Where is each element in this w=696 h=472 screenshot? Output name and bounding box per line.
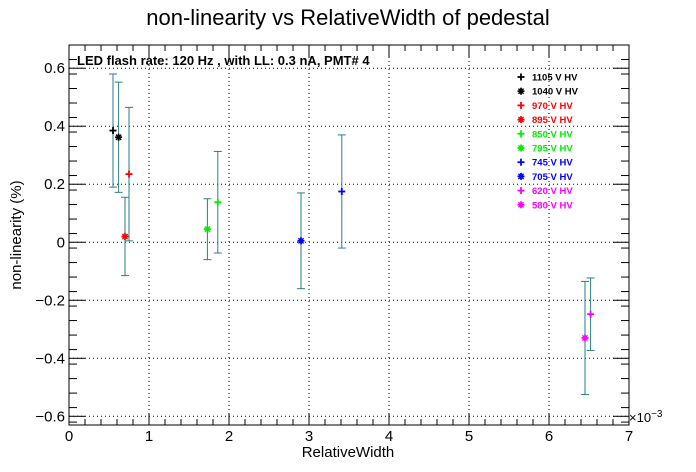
- legend-marker-d2: [517, 88, 525, 95]
- y-tick-label: 0.4: [44, 118, 65, 135]
- x-tick-label: 3: [305, 428, 313, 445]
- x-multiplier-exponent: −3: [651, 409, 663, 420]
- axis-ticks: [68, 45, 630, 425]
- chart-title: non-linearity vs RelativeWidth of pedest…: [146, 5, 550, 30]
- marker-d2: [581, 334, 589, 342]
- legend-entry-8: 620 V HV: [517, 186, 573, 197]
- x-tick-label: 4: [385, 428, 393, 445]
- legend-entry-2: 970 V HV: [517, 101, 573, 112]
- legend-entry-0: 1105 V HV: [517, 73, 578, 84]
- data-point-2: [125, 106, 133, 242]
- y-tick-label: 0: [57, 234, 65, 251]
- legend-entry-6: 745 V HV: [517, 158, 573, 169]
- x-tick-label: 1: [145, 428, 153, 445]
- x-tick-label: 6: [545, 428, 553, 445]
- data-point-8: [586, 277, 595, 351]
- y-tick-label: 0.2: [44, 176, 65, 193]
- x-multiplier-base: ×10: [629, 410, 651, 425]
- legend-label: 850 V HV: [532, 129, 573, 140]
- legend-label: 970 V HV: [532, 101, 573, 112]
- marker-d2: [115, 134, 122, 141]
- data-point-3: [121, 196, 129, 277]
- legend-label: 895 V HV: [532, 115, 573, 126]
- x-tick-label: 0: [65, 428, 73, 445]
- legend-label: 1105 V HV: [532, 73, 578, 84]
- x-multiplier: ×10−3: [629, 409, 663, 425]
- y-tick-label: −0.4: [35, 350, 65, 367]
- legend-label: 705 V HV: [532, 172, 573, 183]
- flash-rate-annotation: LED flash rate: 120 Hz , with LL: 0.3 nA…: [77, 53, 370, 68]
- grid: [69, 45, 629, 425]
- marker-d2: [297, 237, 305, 244]
- data-point-4: [213, 150, 222, 254]
- legend-marker-d2: [517, 201, 525, 208]
- legend-marker-d2: [517, 116, 525, 123]
- y-tick-label: −0.6: [35, 408, 65, 425]
- x-tick-labels: 0 1 2 3 4 5 6 7: [65, 428, 633, 445]
- legend-label: 795 V HV: [532, 144, 573, 155]
- legend-label: 745 V HV: [532, 158, 573, 169]
- legend-label: 1040 V HV: [532, 87, 579, 98]
- x-tick-label: 5: [465, 428, 473, 445]
- y-axis-label: non-linearity (%): [8, 180, 25, 289]
- data-point-1: [114, 81, 123, 193]
- marker-d2: [121, 233, 129, 240]
- x-tick-label: 7: [625, 428, 633, 445]
- legend-entry-9: 580 V HV: [517, 200, 573, 211]
- marker-d2: [204, 226, 211, 233]
- x-tick-label: 2: [225, 428, 233, 445]
- data-point-6: [337, 134, 346, 249]
- y-tick-label: 0.6: [44, 60, 65, 77]
- data-point-5: [203, 198, 212, 261]
- legend-label: 580 V HV: [532, 200, 573, 211]
- legend-label: 620 V HV: [532, 186, 573, 197]
- plot-frame: [68, 44, 630, 426]
- legend-entry-3: 895 V HV: [517, 115, 573, 126]
- data-point-9: [581, 280, 589, 396]
- y-tick-labels: −0.6 −0.4 −0.2 0 0.2 0.4 0.6: [35, 60, 65, 425]
- legend-entry-7: 705 V HV: [517, 172, 573, 183]
- data-points: [109, 73, 595, 396]
- legend: 1105 V HV 1040 V HV 970 V HV 895 V HV 850 V …: [517, 73, 579, 211]
- legend-entry-1: 1040 V HV: [517, 87, 579, 98]
- y-tick-label: −0.2: [35, 292, 65, 309]
- legend-entry-4: 850 V HV: [517, 129, 573, 140]
- legend-marker-d2: [517, 144, 525, 152]
- legend-marker-d2: [517, 173, 525, 180]
- data-point-7: [297, 192, 305, 290]
- legend-entry-5: 795 V HV: [517, 144, 573, 155]
- data-point-0: [109, 73, 117, 188]
- x-axis-label: RelativeWidth: [302, 444, 395, 461]
